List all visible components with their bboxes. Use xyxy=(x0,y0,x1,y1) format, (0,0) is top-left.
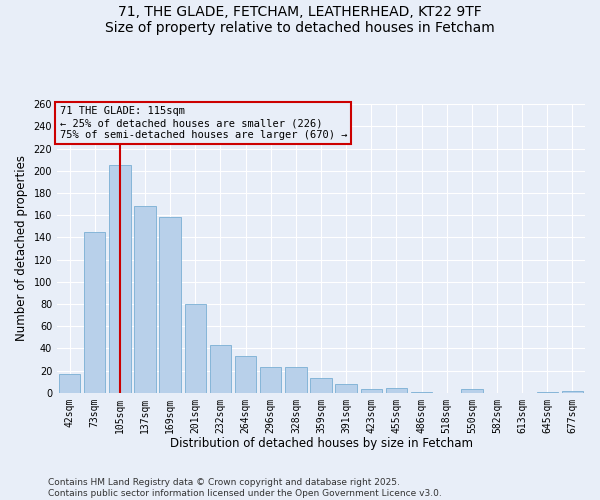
Bar xyxy=(235,356,256,393)
Bar xyxy=(134,206,156,392)
Bar xyxy=(361,390,382,392)
Bar xyxy=(285,367,307,392)
Bar xyxy=(386,388,407,392)
Text: 71, THE GLADE, FETCHAM, LEATHERHEAD, KT22 9TF
Size of property relative to detac: 71, THE GLADE, FETCHAM, LEATHERHEAD, KT2… xyxy=(105,5,495,35)
Bar xyxy=(59,374,80,392)
Bar xyxy=(210,345,231,393)
Bar xyxy=(461,390,482,392)
Bar xyxy=(335,384,357,392)
Text: 71 THE GLADE: 115sqm
← 25% of detached houses are smaller (226)
75% of semi-deta: 71 THE GLADE: 115sqm ← 25% of detached h… xyxy=(59,106,347,140)
Bar xyxy=(160,218,181,392)
Bar xyxy=(185,304,206,392)
Bar xyxy=(310,378,332,392)
Bar xyxy=(109,165,131,392)
Y-axis label: Number of detached properties: Number of detached properties xyxy=(15,156,28,342)
Bar xyxy=(562,390,583,392)
Bar xyxy=(84,232,106,392)
X-axis label: Distribution of detached houses by size in Fetcham: Distribution of detached houses by size … xyxy=(170,437,473,450)
Bar xyxy=(260,367,281,392)
Text: Contains HM Land Registry data © Crown copyright and database right 2025.
Contai: Contains HM Land Registry data © Crown c… xyxy=(48,478,442,498)
